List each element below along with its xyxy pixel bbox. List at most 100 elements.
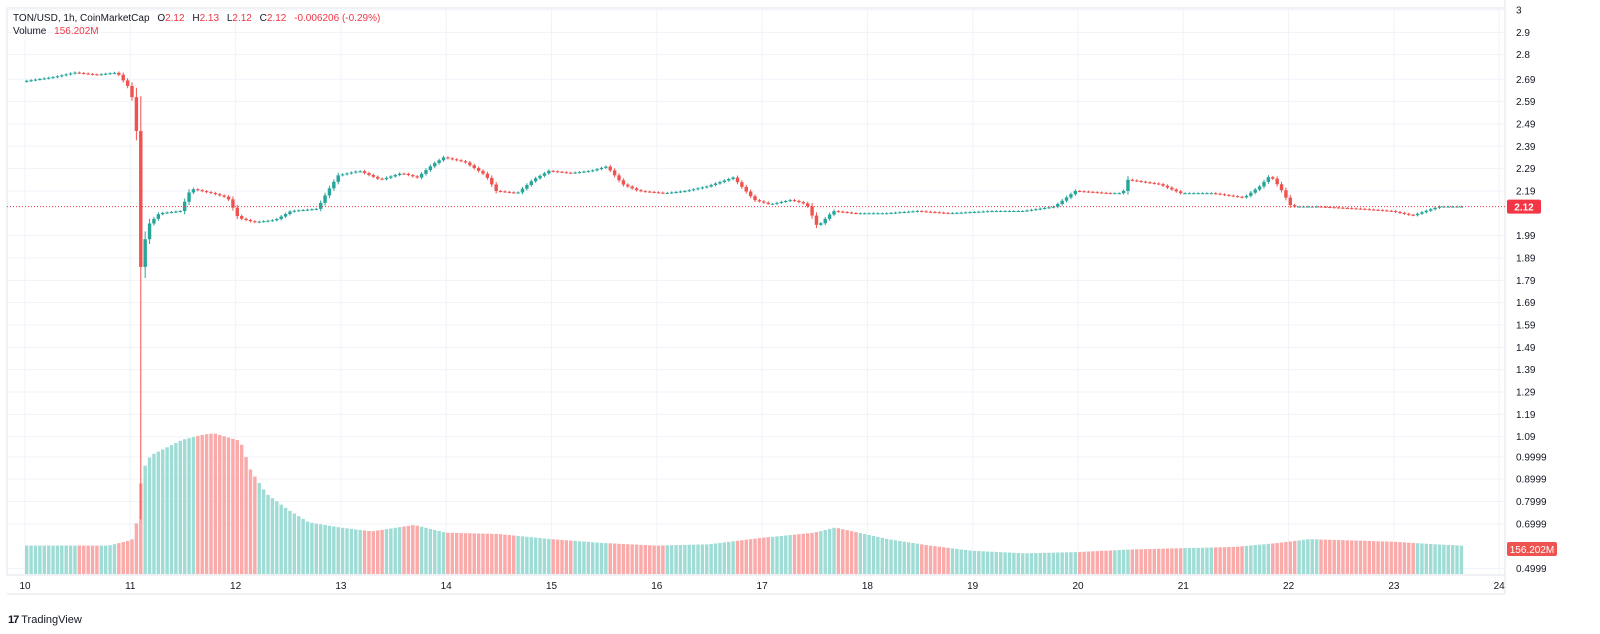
volume-bar [604,543,608,574]
volume-bar [95,545,99,574]
candle-body [999,211,1003,213]
price-tick-label: 0.4999 [1516,564,1547,575]
volume-bar [152,453,156,574]
volume-bar [841,529,845,574]
price-tick-label: 3 [1516,6,1522,17]
volume-bar [1126,549,1130,574]
volume-bar [880,537,884,574]
price-tick-label: 0.8999 [1516,475,1547,486]
volume-bar [33,545,38,574]
volume-bar [582,541,586,574]
volume-bar [1363,540,1367,574]
volume-bar [827,528,832,574]
time-tick-label: 16 [651,581,663,592]
volume-bar [1442,544,1446,574]
candle-body [112,72,117,74]
symbol-label[interactable]: TON/USD, 1h, CoinMarketCap [13,13,150,24]
volume-bar [999,552,1003,574]
volume-bar [191,437,196,574]
volume-bar [1389,541,1393,574]
candle-body [1235,196,1240,198]
candle-body [419,173,424,178]
price-tick-label: 0.6999 [1516,519,1547,530]
candle-body [880,213,884,215]
candle-body [981,211,985,213]
high-value: 2.13 [199,13,220,24]
candle-body [652,191,656,193]
candle-body [147,223,152,240]
candle-body [564,172,569,174]
volume-bar [884,538,889,574]
candle-body [498,190,503,192]
volume-bar [538,538,542,574]
volume-bar [270,498,275,574]
tradingview-logo[interactable]: 17 TradingView [8,614,82,626]
candle-body [301,210,305,212]
volume-bar [661,545,665,574]
volume-bar [1174,548,1178,574]
volume-bar [384,529,389,574]
volume-bar [1056,552,1060,574]
volume-bar [529,537,533,574]
candle-body [1209,193,1214,195]
candle-body [73,72,77,74]
volume-bar [972,550,977,574]
candle-body [977,211,981,213]
volume-bar [968,550,972,574]
low-key: L [226,13,233,24]
candle-body [178,211,182,213]
volume-bar [1266,543,1271,574]
time-tick-label: 11 [125,581,136,592]
candle-body [428,166,433,171]
volume-bar [551,539,555,574]
volume-bar [1301,539,1306,574]
volume-bar [424,527,428,574]
volume-bar [590,542,595,574]
volume-bar [1275,543,1279,574]
candle-body [542,173,547,176]
volume-bar [1042,552,1047,574]
candle-body [1165,185,1170,188]
volume-bar [1345,540,1350,574]
volume-bar [542,538,547,574]
volume-bar [354,529,358,574]
volume-bar [1235,546,1240,574]
volume-bar [1095,551,1099,574]
volume-bar [239,444,244,574]
volume-bar [209,433,213,574]
volume-bar [1393,541,1398,574]
last-price-label: 2.12 [1514,203,1534,214]
volume-bar [1253,545,1257,574]
candle-body [941,212,946,214]
candle-body [454,159,459,161]
volume-bar [165,447,169,574]
low-value: 2.12 [232,13,252,24]
candle-body [191,189,196,193]
candle-body [503,191,507,193]
volume-bar [174,442,178,574]
volume-bar [823,530,827,574]
candle-body [718,182,722,184]
volume-bar [125,540,130,574]
candle-body [512,192,516,194]
volume-bar [1376,541,1380,574]
candle-body [560,171,564,173]
volume-bar [955,548,959,574]
candle-body [1244,195,1249,198]
price-tick-label: 1.59 [1516,320,1536,331]
candle-body [1288,197,1293,206]
candle-body [1371,209,1376,211]
volume-bar [876,536,880,574]
price-tick-label: 2.9 [1516,28,1530,39]
candle-body [472,165,476,169]
volume-bar [683,544,687,574]
candle-body [626,184,630,187]
candle-body [1297,206,1301,208]
candle-body [1148,182,1152,184]
volume-label[interactable]: Volume [13,26,47,37]
candle-body [1336,207,1341,209]
volume-bar [279,504,283,574]
volume-bar [283,507,288,574]
